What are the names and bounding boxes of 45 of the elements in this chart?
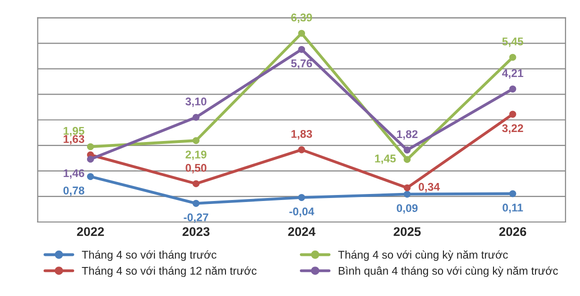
legend-label: Tháng 4 so với tháng 12 năm trước <box>82 266 257 277</box>
point <box>87 156 94 163</box>
data-label: 1,83 <box>291 130 312 140</box>
point <box>404 156 411 163</box>
point <box>87 143 94 150</box>
data-label: 1,46 <box>64 169 84 179</box>
data-label: 1,82 <box>397 130 418 140</box>
data-label: 3,22 <box>502 124 524 134</box>
point <box>298 194 306 201</box>
point <box>509 190 516 198</box>
data-label: 4,21 <box>502 69 524 79</box>
point <box>192 114 200 121</box>
point <box>404 146 411 154</box>
data-label: 0,11 <box>502 204 523 214</box>
point <box>192 137 200 144</box>
legend-label: Tháng 4 so với tháng trước <box>82 250 216 261</box>
data-label: 1,95 <box>64 126 84 136</box>
data-label: 0,78 <box>63 186 84 196</box>
data-label: 0,09 <box>396 204 418 214</box>
point <box>298 46 306 53</box>
point <box>404 184 411 192</box>
x-tick-label: 2025 <box>394 227 421 236</box>
point <box>509 54 516 61</box>
point <box>192 180 200 188</box>
legend-label: Tháng 4 so với cùng kỳ năm trước <box>338 250 508 261</box>
x-tick-label: 2026 <box>499 227 526 236</box>
data-label: 1,45 <box>375 154 396 164</box>
data-label: 1,63 <box>64 135 84 145</box>
x-tick-label: 2023 <box>182 227 210 236</box>
x-tick-label: 2024 <box>288 227 316 236</box>
point <box>509 110 516 118</box>
data-label: 2,19 <box>186 150 206 160</box>
point <box>509 86 516 92</box>
point <box>87 173 94 180</box>
point <box>298 146 306 154</box>
data-label: 0,34 <box>418 182 440 192</box>
point <box>404 190 411 198</box>
x-tick-label: 2022 <box>77 227 104 236</box>
data-label: -0,27 <box>184 213 208 223</box>
point <box>298 30 306 37</box>
data-label: 5,76 <box>291 59 312 69</box>
data-label: 3,10 <box>185 98 206 108</box>
legend-label: Bình quân 4 tháng so với cùng kỳ năm trước <box>338 266 558 277</box>
point <box>192 200 200 207</box>
data-label: -0,04 <box>289 208 314 217</box>
